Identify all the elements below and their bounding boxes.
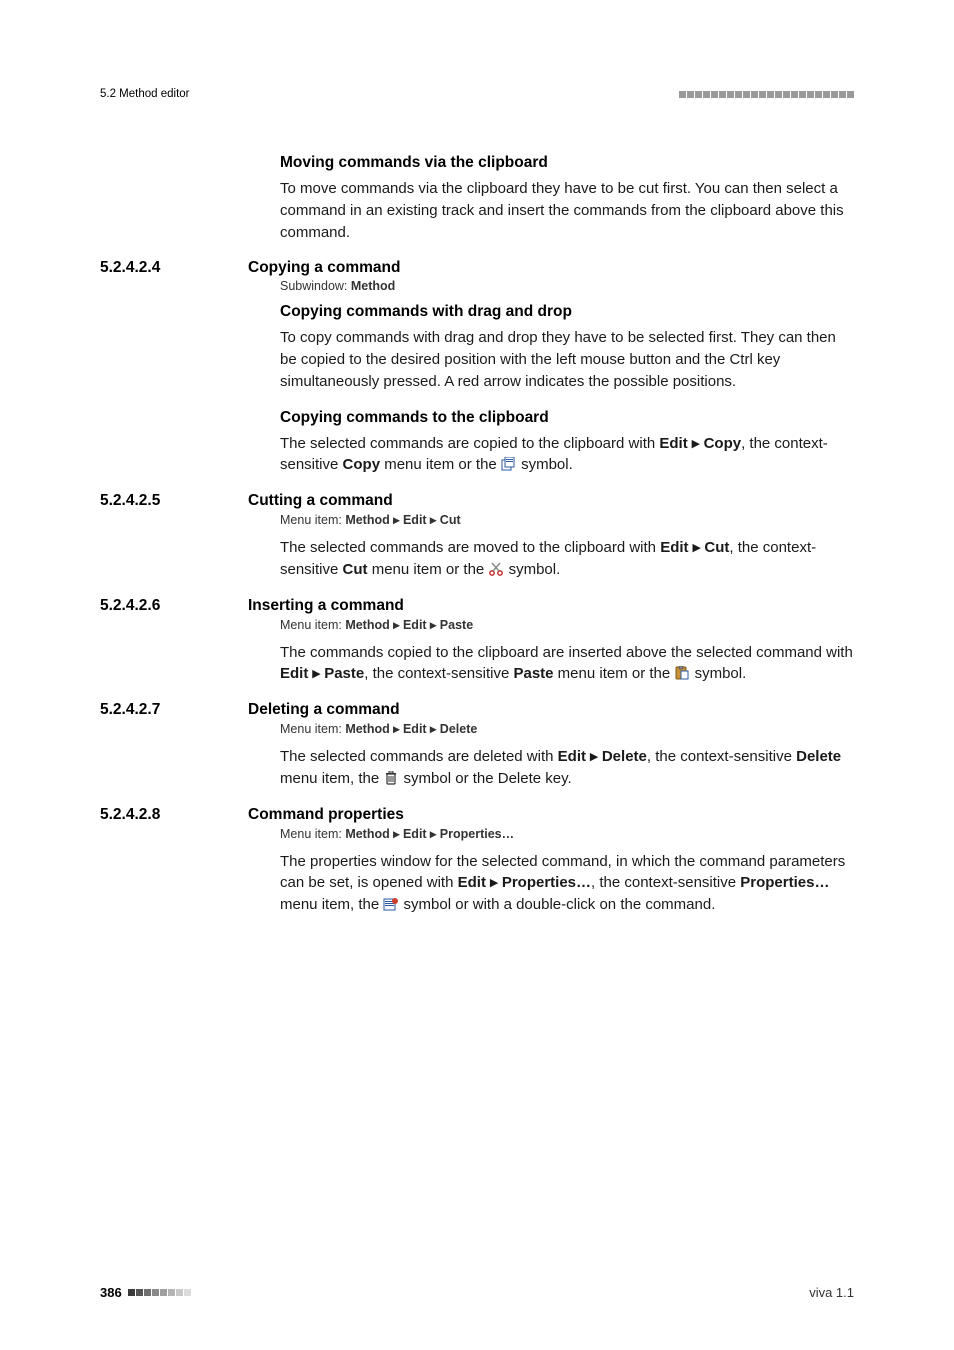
cut-icon — [488, 562, 504, 576]
subheading-moving-commands: Moving commands via the clipboard — [280, 154, 854, 172]
section-number: 5.2.4.2.8 — [100, 806, 248, 824]
footer-product-version: viva 1.1 — [809, 1285, 854, 1300]
header-squares — [679, 91, 854, 98]
section-heading-row: 5.2.4.2.7 Deleting a command — [100, 701, 854, 719]
body-paragraph: The properties window for the selected c… — [280, 851, 854, 916]
meta-value: Method ▸ Edit ▸ Delete — [345, 722, 477, 736]
section-heading-row: 5.2.4.2.5 Cutting a command — [100, 492, 854, 510]
menu-item-meta: Menu item: Method ▸ Edit ▸ Delete — [280, 721, 854, 736]
menu-item-meta: Menu item: Method ▸ Edit ▸ Paste — [280, 617, 854, 632]
meta-value: Method ▸ Edit ▸ Paste — [345, 618, 473, 632]
subheading-copying-drag-drop: Copying commands with drag and drop — [280, 303, 854, 321]
delete-icon — [383, 771, 399, 785]
footer-squares — [128, 1289, 191, 1296]
section-number: 5.2.4.2.5 — [100, 492, 248, 510]
meta-label: Menu item: — [280, 513, 345, 527]
footer-left: 386 — [100, 1285, 191, 1300]
section-title: Command properties — [248, 806, 404, 824]
paste-icon — [674, 666, 690, 680]
properties-icon — [383, 897, 399, 911]
section-title: Inserting a command — [248, 597, 404, 615]
meta-value: Method ▸ Edit ▸ Properties… — [345, 827, 514, 841]
section-title: Copying a command — [248, 259, 400, 277]
body-paragraph: The selected commands are deleted with E… — [280, 746, 854, 790]
section-title: Deleting a command — [248, 701, 400, 719]
section-number: 5.2.4.2.6 — [100, 597, 248, 615]
copy-icon — [501, 457, 517, 471]
section-number: 5.2.4.2.4 — [100, 259, 248, 277]
section-heading-row: 5.2.4.2.8 Command properties — [100, 806, 854, 824]
meta-value: Method ▸ Edit ▸ Cut — [345, 513, 460, 527]
page-number: 386 — [100, 1285, 122, 1300]
meta-label: Menu item: — [280, 827, 345, 841]
body-paragraph: The selected commands are moved to the c… — [280, 537, 854, 581]
meta-label: Menu item: — [280, 618, 345, 632]
subwindow-meta: Subwindow: Method — [280, 279, 854, 293]
subheading-copying-clipboard: Copying commands to the clipboard — [280, 409, 854, 427]
section-number: 5.2.4.2.7 — [100, 701, 248, 719]
menu-item-meta: Menu item: Method ▸ Edit ▸ Cut — [280, 512, 854, 527]
meta-label: Menu item: — [280, 722, 345, 736]
body-paragraph: The commands copied to the clipboard are… — [280, 642, 854, 686]
section-title: Cutting a command — [248, 492, 393, 510]
meta-label: Subwindow: — [280, 279, 351, 293]
body-paragraph: The selected commands are copied to the … — [280, 433, 854, 477]
section-heading-row: 5.2.4.2.4 Copying a command — [100, 259, 854, 277]
menu-item-meta: Menu item: Method ▸ Edit ▸ Properties… — [280, 826, 854, 841]
meta-value: Method — [351, 279, 395, 293]
body-paragraph: To copy commands with drag and drop they… — [280, 327, 854, 392]
header-section-label: 5.2 Method editor — [100, 88, 190, 100]
section-heading-row: 5.2.4.2.6 Inserting a command — [100, 597, 854, 615]
page-footer: 386 viva 1.1 — [100, 1285, 854, 1300]
body-paragraph: To move commands via the clipboard they … — [280, 178, 854, 243]
page-header: 5.2 Method editor — [100, 88, 854, 100]
